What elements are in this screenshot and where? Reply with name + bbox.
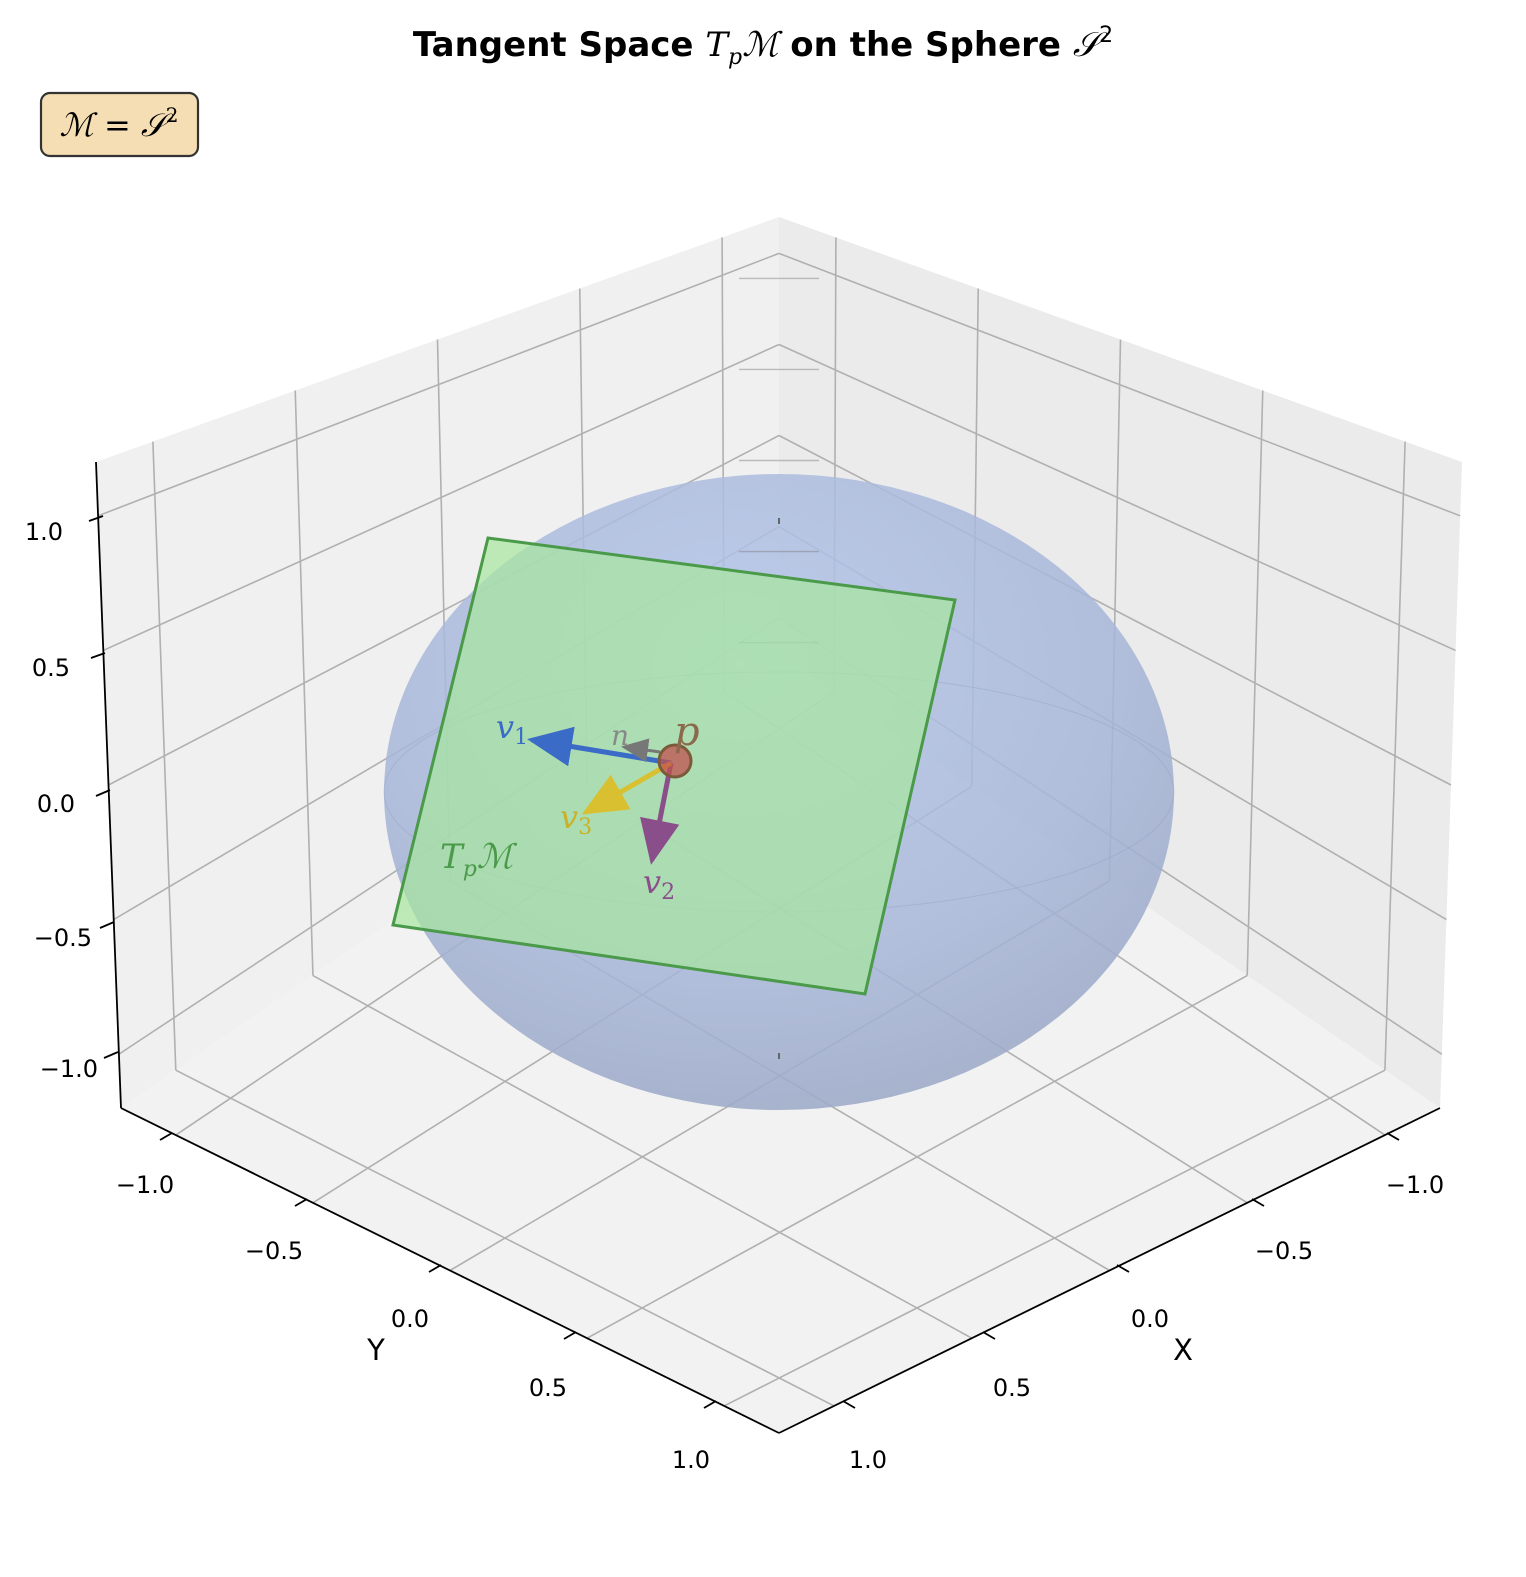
gridline <box>723 1069 1386 1407</box>
y-axis-ticks <box>159 1132 717 1409</box>
x-tick-label: 0.0 <box>1131 1305 1169 1333</box>
point-p: p <box>657 709 700 779</box>
vector-v1-label: v1 <box>496 708 528 750</box>
x-tick-label: 0.5 <box>993 1374 1031 1402</box>
vector-v3-label: v3 <box>560 798 592 840</box>
y-tick-label: 1.0 <box>672 1446 710 1474</box>
gridline <box>97 252 780 517</box>
z-axis-tick-labels: 1.0 0.5 0.0 −0.5 −1.0 <box>25 518 98 1083</box>
manifold-annotation-box: ℳ = 𝒮2 <box>39 91 200 158</box>
y-axis-label: Y <box>366 1333 385 1367</box>
tangent-vectors: v1 v2 v3 n <box>496 708 680 905</box>
chart-title: Tangent Space Tpℳ on the Sphere 𝒮2 <box>413 23 1113 70</box>
x-axis-label: X <box>1173 1333 1193 1367</box>
gridline <box>1384 441 1406 1071</box>
z-axis-spine <box>95 461 122 1109</box>
vector-v2 <box>640 762 680 865</box>
vector-v2-label: v2 <box>643 863 675 905</box>
y-tick-label: −0.5 <box>245 1237 303 1265</box>
x-tick-label: −1.0 <box>1386 1171 1444 1199</box>
annotation-text: ℳ = 𝒮2 <box>60 103 179 144</box>
x-axis-tick-labels: −1.0 −0.5 0.0 0.5 1.0 <box>849 1171 1444 1474</box>
vector-v3 <box>581 760 673 815</box>
y-tick-label: 0.0 <box>391 1305 429 1333</box>
axis-spines <box>95 461 1441 1434</box>
point-p-marker <box>657 743 693 779</box>
point-p-label: p <box>674 709 700 755</box>
z-tick-label: −1.0 <box>40 1055 98 1083</box>
x-axis-spine <box>778 1107 1441 1434</box>
gridline <box>1246 390 1264 976</box>
y-axis-spine <box>120 1107 780 1434</box>
z-tick-label: 0.0 <box>37 790 75 818</box>
x-axis-ticks <box>842 1132 1400 1409</box>
gridline <box>778 252 1461 517</box>
annotation-box-frame <box>39 91 200 158</box>
z-tick-label: −0.5 <box>34 924 92 952</box>
gridline <box>778 343 1456 652</box>
x-tick-label: 1.0 <box>849 1446 887 1474</box>
z-axis-ticks <box>88 515 119 1059</box>
y-axis-tick-labels: −1.0 −0.5 0.0 0.5 1.0 <box>116 1171 710 1474</box>
y-tick-label: −1.0 <box>116 1171 174 1199</box>
vector-n-label: n <box>611 719 629 752</box>
x-tick-label: −0.5 <box>1255 1237 1313 1265</box>
tangent-plane-label: Tpℳ <box>440 837 518 882</box>
z-tick-label: 1.0 <box>25 518 63 546</box>
z-tick-label: 0.5 <box>32 654 70 682</box>
gridline <box>586 974 1248 1339</box>
y-tick-label: 0.5 <box>529 1374 567 1402</box>
gridline <box>102 343 780 652</box>
vector-n <box>621 738 661 763</box>
